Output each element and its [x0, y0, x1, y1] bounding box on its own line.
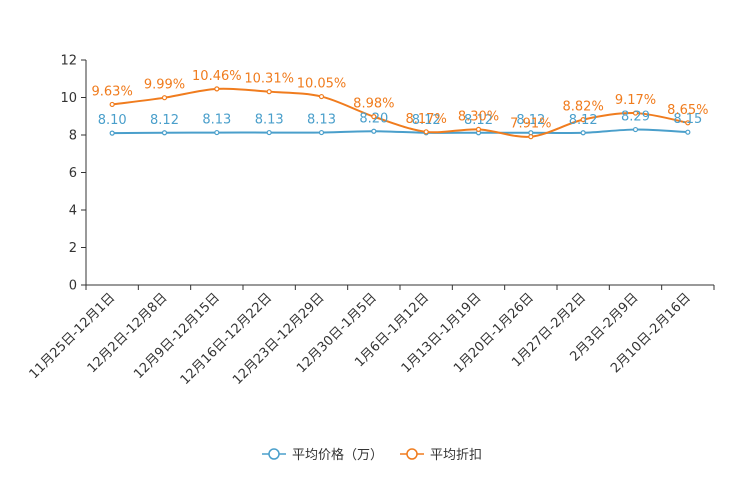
data-point-discount[interactable]	[685, 120, 691, 126]
y-tick-label: 12	[60, 54, 77, 69]
data-label-price: 8.12	[412, 113, 441, 128]
series-line-discount	[112, 87, 689, 138]
data-label-price: 8.12	[150, 113, 179, 128]
y-tick-label: 4	[69, 204, 77, 219]
data-point-price[interactable]	[580, 130, 586, 136]
legend-label-price: 平均价格（万）	[292, 447, 383, 463]
data-point-price[interactable]	[371, 128, 377, 134]
legend-label-discount: 平均折扣	[430, 448, 482, 463]
data-point-price[interactable]	[685, 129, 691, 135]
data-labels: 8.10 8.12 8.13 8.13 8.13 8.20 8.12 8.12 8.12 8.12…	[92, 69, 709, 132]
y-tick-label: 2	[69, 241, 77, 256]
data-point-discount[interactable]	[318, 93, 325, 100]
data-label-discount: 10.31%	[244, 72, 294, 87]
data-point-discount[interactable]	[528, 134, 534, 140]
data-point-discount[interactable]	[266, 89, 272, 95]
x-tick-label: 11月25日-12月1日	[27, 290, 119, 382]
data-point-discount[interactable]	[632, 110, 639, 116]
series-lines	[109, 86, 691, 140]
data-label-discount: 8.82%	[563, 100, 604, 115]
y-tick-label: 0	[69, 279, 77, 294]
data-label-price: 8.12	[464, 113, 493, 128]
y-tick-label: 6	[69, 166, 77, 181]
data-point-discount[interactable]	[475, 126, 482, 132]
series-line-price	[112, 128, 688, 135]
data-label-discount: 10.05%	[297, 77, 347, 92]
data-label-discount: 9.17%	[615, 93, 656, 108]
legend-marker-price	[268, 448, 280, 460]
x-tick-label: 12月16日-12月22日	[178, 290, 275, 387]
data-label-price: 8.13	[255, 113, 284, 128]
data-label-price: 8.15	[673, 112, 702, 127]
data-label-price: 8.12	[516, 113, 545, 128]
data-label-discount: 10.46%	[192, 69, 242, 84]
data-label-price: 8.12	[569, 113, 598, 128]
data-point-discount[interactable]	[161, 95, 168, 101]
data-point-price[interactable]	[318, 129, 325, 136]
data-point-price[interactable]	[161, 130, 168, 136]
legend-item-discount[interactable]: 平均折扣	[400, 448, 482, 463]
data-point-price[interactable]	[214, 129, 220, 136]
data-point-discount[interactable]	[109, 101, 115, 108]
data-point-discount[interactable]	[214, 86, 220, 92]
data-label-discount: 9.99%	[144, 78, 185, 93]
data-point-price[interactable]	[266, 129, 272, 136]
x-tick-label: 12月23日-12月29日	[230, 290, 327, 387]
data-label-discount: 8.65%	[667, 103, 708, 118]
data-label-price: 8.13	[307, 113, 336, 128]
data-label-discount: 8.30%	[458, 109, 499, 124]
data-point-price[interactable]	[109, 130, 115, 136]
data-point-discount[interactable]	[423, 129, 429, 135]
data-label-price: 8.29	[621, 110, 650, 125]
y-tick-label: 8	[69, 129, 77, 144]
data-label-discount: 8.98%	[353, 97, 394, 112]
data-label-price: 8.13	[202, 113, 231, 128]
data-point-discount[interactable]	[580, 117, 586, 123]
y-tick-label: 10	[60, 91, 77, 106]
data-point-price[interactable]	[632, 126, 639, 133]
legend-item-price[interactable]: 平均价格（万）	[262, 447, 383, 463]
data-label-discount: 8.17%	[406, 112, 447, 127]
data-label-price: 8.10	[98, 113, 127, 128]
data-point-discount[interactable]	[371, 114, 377, 120]
data-label-price: 8.20	[359, 111, 388, 126]
legend[interactable]: 平均价格（万） 平均折扣	[262, 447, 482, 463]
data-label-discount: 9.63%	[92, 84, 133, 99]
legend-marker-discount	[406, 448, 418, 460]
data-label-discount: 7.91%	[510, 117, 551, 132]
